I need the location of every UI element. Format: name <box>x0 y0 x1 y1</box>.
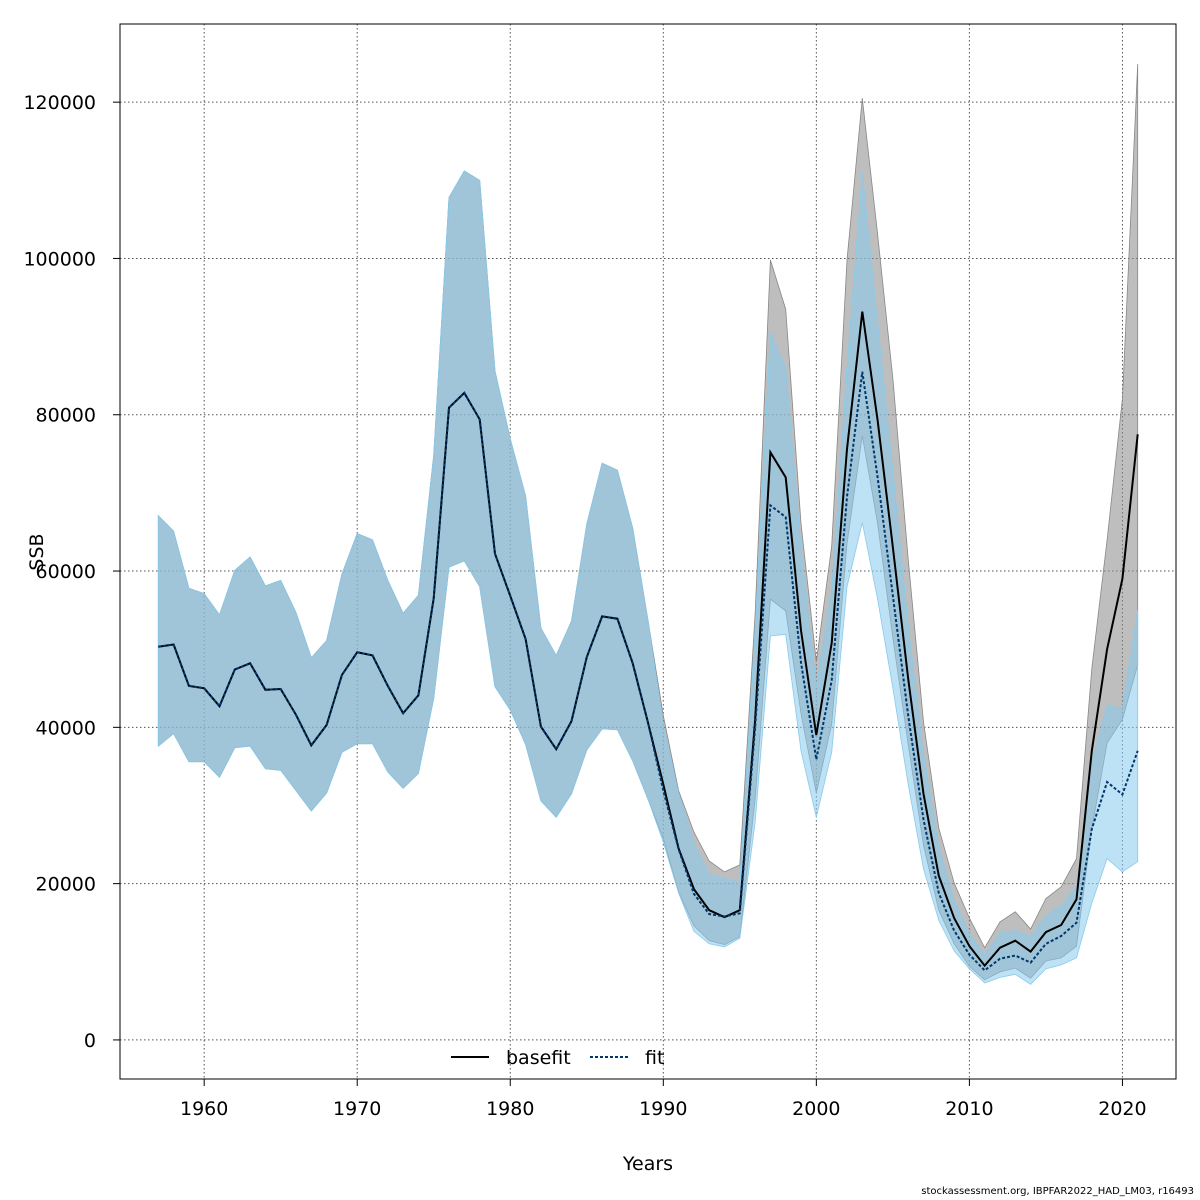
confidence-bands <box>157 63 1139 985</box>
y-tick-label: 40000 <box>36 717 96 739</box>
x-tick-label: 2010 <box>945 1098 993 1120</box>
fit-confidence-band <box>157 170 1139 985</box>
x-tick-label: 1960 <box>180 1098 228 1120</box>
y-axis-label: SSB <box>26 533 48 570</box>
y-tick-label: 60000 <box>36 561 96 583</box>
basefit-legend-label: basefit <box>506 1047 571 1069</box>
axes: 1960 1970 1980 1990 2000 2010 2020 0 20000 40000 6… <box>23 92 1146 1120</box>
footer-credit: stockassessment.org, IBPFAR2022_HAD_LM03… <box>921 1186 1194 1197</box>
y-tick-label: 120000 <box>23 92 96 114</box>
y-tick-label: 0 <box>84 1030 96 1052</box>
x-tick-label: 2020 <box>1098 1098 1146 1120</box>
basefit-confidence-band <box>157 63 1139 981</box>
x-axis-label: Years <box>622 1153 673 1175</box>
y-tick-label: 20000 <box>36 874 96 896</box>
fit-line <box>158 371 1139 972</box>
x-tick-label: 1990 <box>639 1098 687 1120</box>
x-tick-label: 2000 <box>792 1098 840 1120</box>
x-tick-label: 1970 <box>333 1098 381 1120</box>
x-tick-label: 1980 <box>486 1098 534 1120</box>
plot-frame <box>119 23 1177 1080</box>
series-lines <box>158 311 1139 972</box>
y-tick-label: 100000 <box>23 248 96 270</box>
fit-legend-label: fit <box>645 1047 664 1069</box>
y-tick-label: 80000 <box>36 405 96 427</box>
legend: basefit fit <box>451 1047 664 1069</box>
